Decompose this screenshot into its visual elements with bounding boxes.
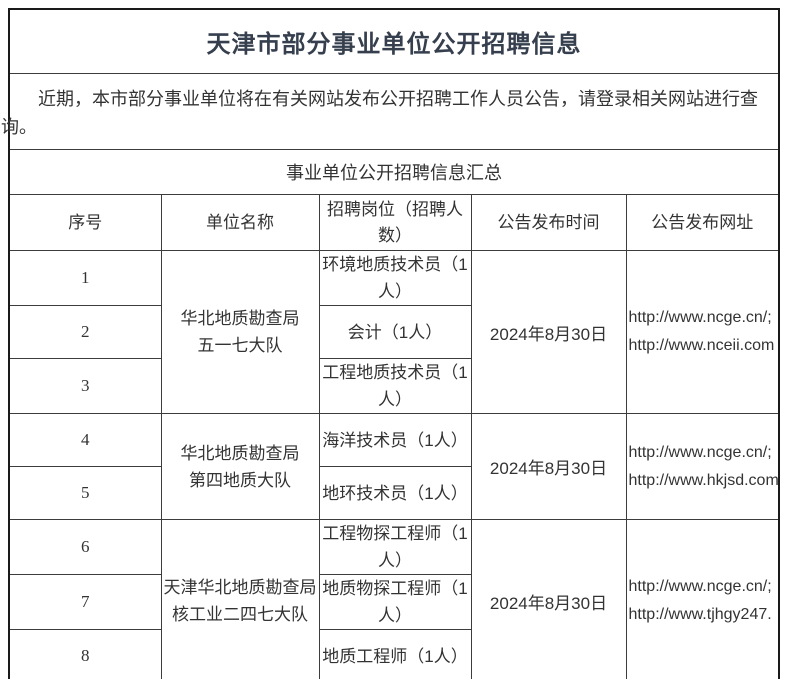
url-line: http://www.ncge.cn/; bbox=[628, 578, 772, 595]
unit-name-cell: 华北地质勘查局 五一七大队 bbox=[160, 250, 320, 414]
serial-cell: 7 bbox=[8, 574, 162, 630]
url-line: http://www.hkjsd.com bbox=[628, 471, 779, 489]
table-row: 8 地质工程师（1人） bbox=[8, 629, 779, 679]
publish-url-cell: http://www.ncge.cn/; http://www.nceii.co… bbox=[625, 250, 780, 414]
table-row: 3 工程地质技术员（1 人） bbox=[8, 358, 779, 414]
publish-date-cell: 2024年8月30日 bbox=[470, 519, 627, 679]
url-line: http://www.tjhgy247. bbox=[628, 606, 772, 623]
serial-cell: 5 bbox=[8, 466, 162, 520]
publish-date-cell: 2024年8月30日 bbox=[470, 413, 627, 520]
intro-cell: 近期，本市部分事业单位将在有关网站发布公开招聘工作人员公告，请登录相关网站进行查… bbox=[1, 73, 780, 150]
position-cell: 环境地质技术员（1 人） bbox=[318, 250, 472, 306]
table-row: 2 会计（1人） bbox=[8, 305, 779, 359]
col-header-publish-date: 公告发布时间 bbox=[470, 194, 627, 251]
publish-url-cell: http://www.ncge.cn/; http://www.tjhgy247… bbox=[625, 519, 780, 679]
table-row: 4 华北地质勘查局 第四地质大队 海洋技术员（1人） 2024年8月30日 ht… bbox=[8, 413, 780, 520]
table-row: 7 地质物探工程师（1 人） bbox=[8, 574, 779, 630]
position-cell: 工程物探工程师（1 人） bbox=[318, 519, 472, 575]
recruitment-table: 天津市部分事业单位公开招聘信息 近期，本市部分事业单位将在有关网站发布公开招聘工… bbox=[1, 8, 781, 679]
intro-row: 近期，本市部分事业单位将在有关网站发布公开招聘工作人员公告，请登录相关网站进行查… bbox=[1, 73, 780, 150]
page-title: 天津市部分事业单位公开招聘信息 bbox=[8, 8, 780, 74]
serial-cell: 2 bbox=[8, 305, 162, 359]
serial-cell: 3 bbox=[8, 358, 162, 414]
col-header-serial: 序号 bbox=[8, 194, 162, 251]
url-line: http://www.ncge.cn/; bbox=[628, 309, 772, 326]
col-header-publish-url: 公告发布网址 bbox=[625, 194, 780, 251]
position-cell: 地质工程师（1人） bbox=[318, 629, 472, 679]
position-cell: 会计（1人） bbox=[318, 305, 472, 359]
position-cell: 地环技术员（1人） bbox=[318, 466, 472, 520]
title-row: 天津市部分事业单位公开招聘信息 bbox=[8, 8, 780, 74]
summary-row: 事业单位公开招聘信息汇总 bbox=[8, 149, 780, 195]
serial-cell: 1 bbox=[8, 250, 162, 306]
publish-date-cell: 2024年8月30日 bbox=[470, 250, 627, 414]
url-line: http://www.ncge.cn/; bbox=[628, 443, 772, 461]
header-row: 序号 单位名称 招聘岗位（招聘人 数） 公告发布时间 公告发布网址 bbox=[8, 194, 780, 251]
position-cell: 工程地质技术员（1 人） bbox=[318, 358, 472, 414]
col-header-unit-name: 单位名称 bbox=[160, 194, 320, 251]
table-row: 6 天津华北地质勘查局 核工业二四七大队 工程物探工程师（1 人） 2024年8… bbox=[8, 519, 780, 679]
table-row: 1 华北地质勘查局 五一七大队 环境地质技术员（1 人） 2024年8月30日 … bbox=[8, 250, 780, 414]
serial-cell: 6 bbox=[8, 519, 162, 575]
position-cell: 海洋技术员（1人） bbox=[318, 413, 472, 467]
position-cell: 地质物探工程师（1 人） bbox=[318, 574, 472, 630]
table-row: 5 地环技术员（1人） bbox=[8, 466, 779, 520]
intro-text: 近期，本市部分事业单位将在有关网站发布公开招聘工作人员公告，请登录相关网站进行查… bbox=[1, 89, 758, 137]
col-header-position: 招聘岗位（招聘人 数） bbox=[318, 194, 472, 251]
unit-name-cell: 天津华北地质勘查局 核工业二四七大队 bbox=[160, 519, 320, 679]
serial-cell: 4 bbox=[8, 413, 162, 467]
unit-name-cell: 华北地质勘查局 第四地质大队 bbox=[160, 413, 320, 520]
publish-url-cell: http://www.ncge.cn/; http://www.hkjsd.co… bbox=[625, 413, 780, 520]
summary-title: 事业单位公开招聘信息汇总 bbox=[8, 149, 780, 195]
serial-cell: 8 bbox=[8, 629, 162, 679]
url-line: http://www.nceii.com bbox=[628, 337, 775, 354]
